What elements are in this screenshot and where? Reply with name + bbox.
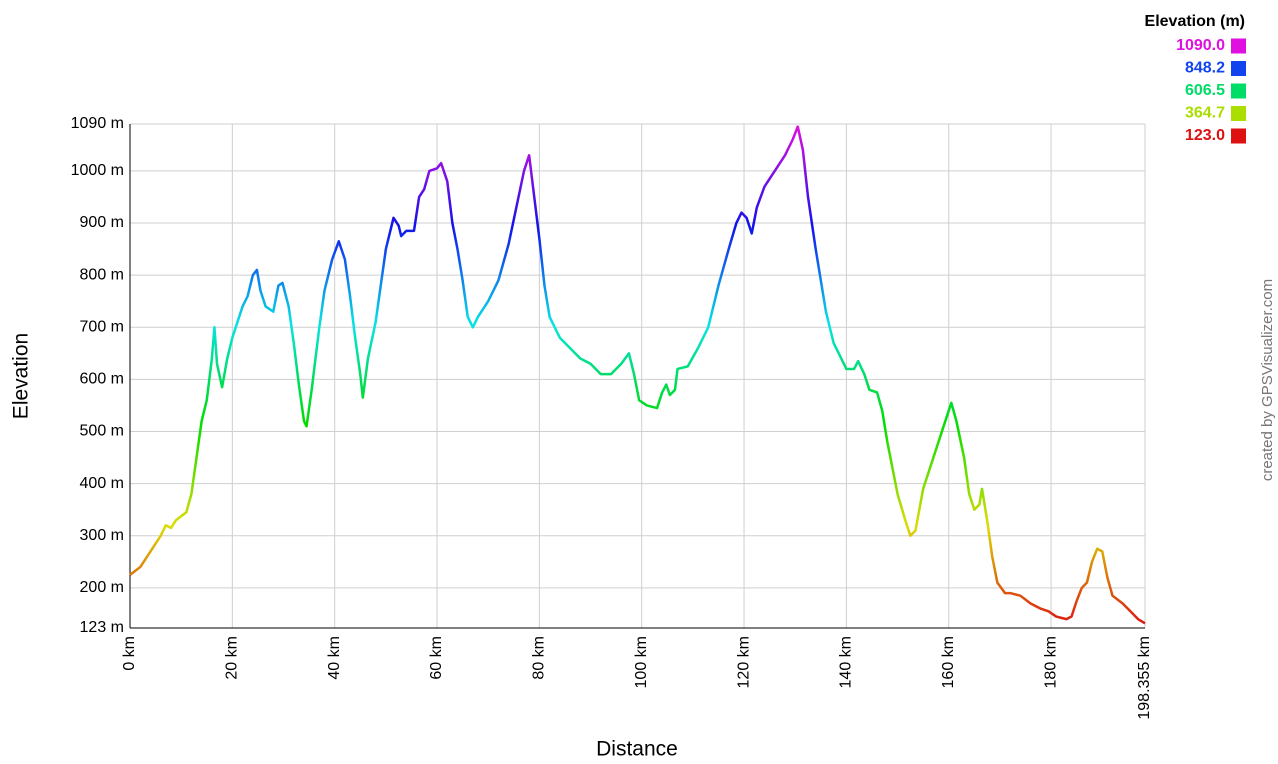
- x-tick-label: 20 km: [224, 636, 241, 680]
- y-tick-label: 123 m: [80, 619, 124, 636]
- x-tick-label: 80 km: [531, 636, 548, 680]
- y-tick-label: 700 m: [80, 318, 124, 335]
- x-tick-label: 60 km: [428, 636, 445, 680]
- elevation-line: [129, 125, 1146, 625]
- legend-label: 606.5: [1185, 82, 1225, 99]
- y-tick-label: 400 m: [80, 475, 124, 492]
- legend-label: 364.7: [1185, 105, 1225, 122]
- legend-label: 848.2: [1185, 60, 1225, 77]
- legend-title: Elevation (m): [1145, 13, 1245, 30]
- legend-swatch: [1231, 61, 1246, 76]
- y-tick-label: 600 m: [80, 371, 124, 388]
- legend-label: 123.0: [1185, 127, 1225, 144]
- y-tick-label: 900 m: [80, 214, 124, 231]
- legend-swatch: [1231, 128, 1246, 144]
- legend-label: 1090.0: [1176, 37, 1225, 54]
- y-tick-label: 1000 m: [71, 162, 124, 179]
- x-tick-label: 0 km: [121, 636, 138, 671]
- credit: created by GPSVisualizer.com: [1259, 279, 1276, 481]
- y-tick-label: 500 m: [80, 423, 124, 440]
- legend-swatch: [1231, 38, 1246, 54]
- x-tick-label: 140 km: [838, 636, 855, 688]
- y-tick-label: 300 m: [80, 527, 124, 544]
- x-tick-label: 160 km: [940, 636, 957, 688]
- legend-swatch: [1231, 83, 1246, 99]
- x-tick-label: 198.355 km: [1136, 636, 1153, 720]
- y-axis-label: Elevation: [10, 333, 33, 419]
- x-tick-label: 180 km: [1042, 636, 1059, 688]
- x-tick-label: 40 km: [326, 636, 343, 680]
- y-tick-label: 800 m: [80, 266, 124, 283]
- x-axis-label: Distance: [596, 738, 678, 761]
- y-tick-label: 200 m: [80, 579, 124, 596]
- legend-swatch: [1231, 106, 1246, 121]
- x-tick-label: 100 km: [633, 636, 650, 688]
- x-tick-label: 120 km: [735, 636, 752, 688]
- y-tick-label: 1090 m: [71, 115, 124, 132]
